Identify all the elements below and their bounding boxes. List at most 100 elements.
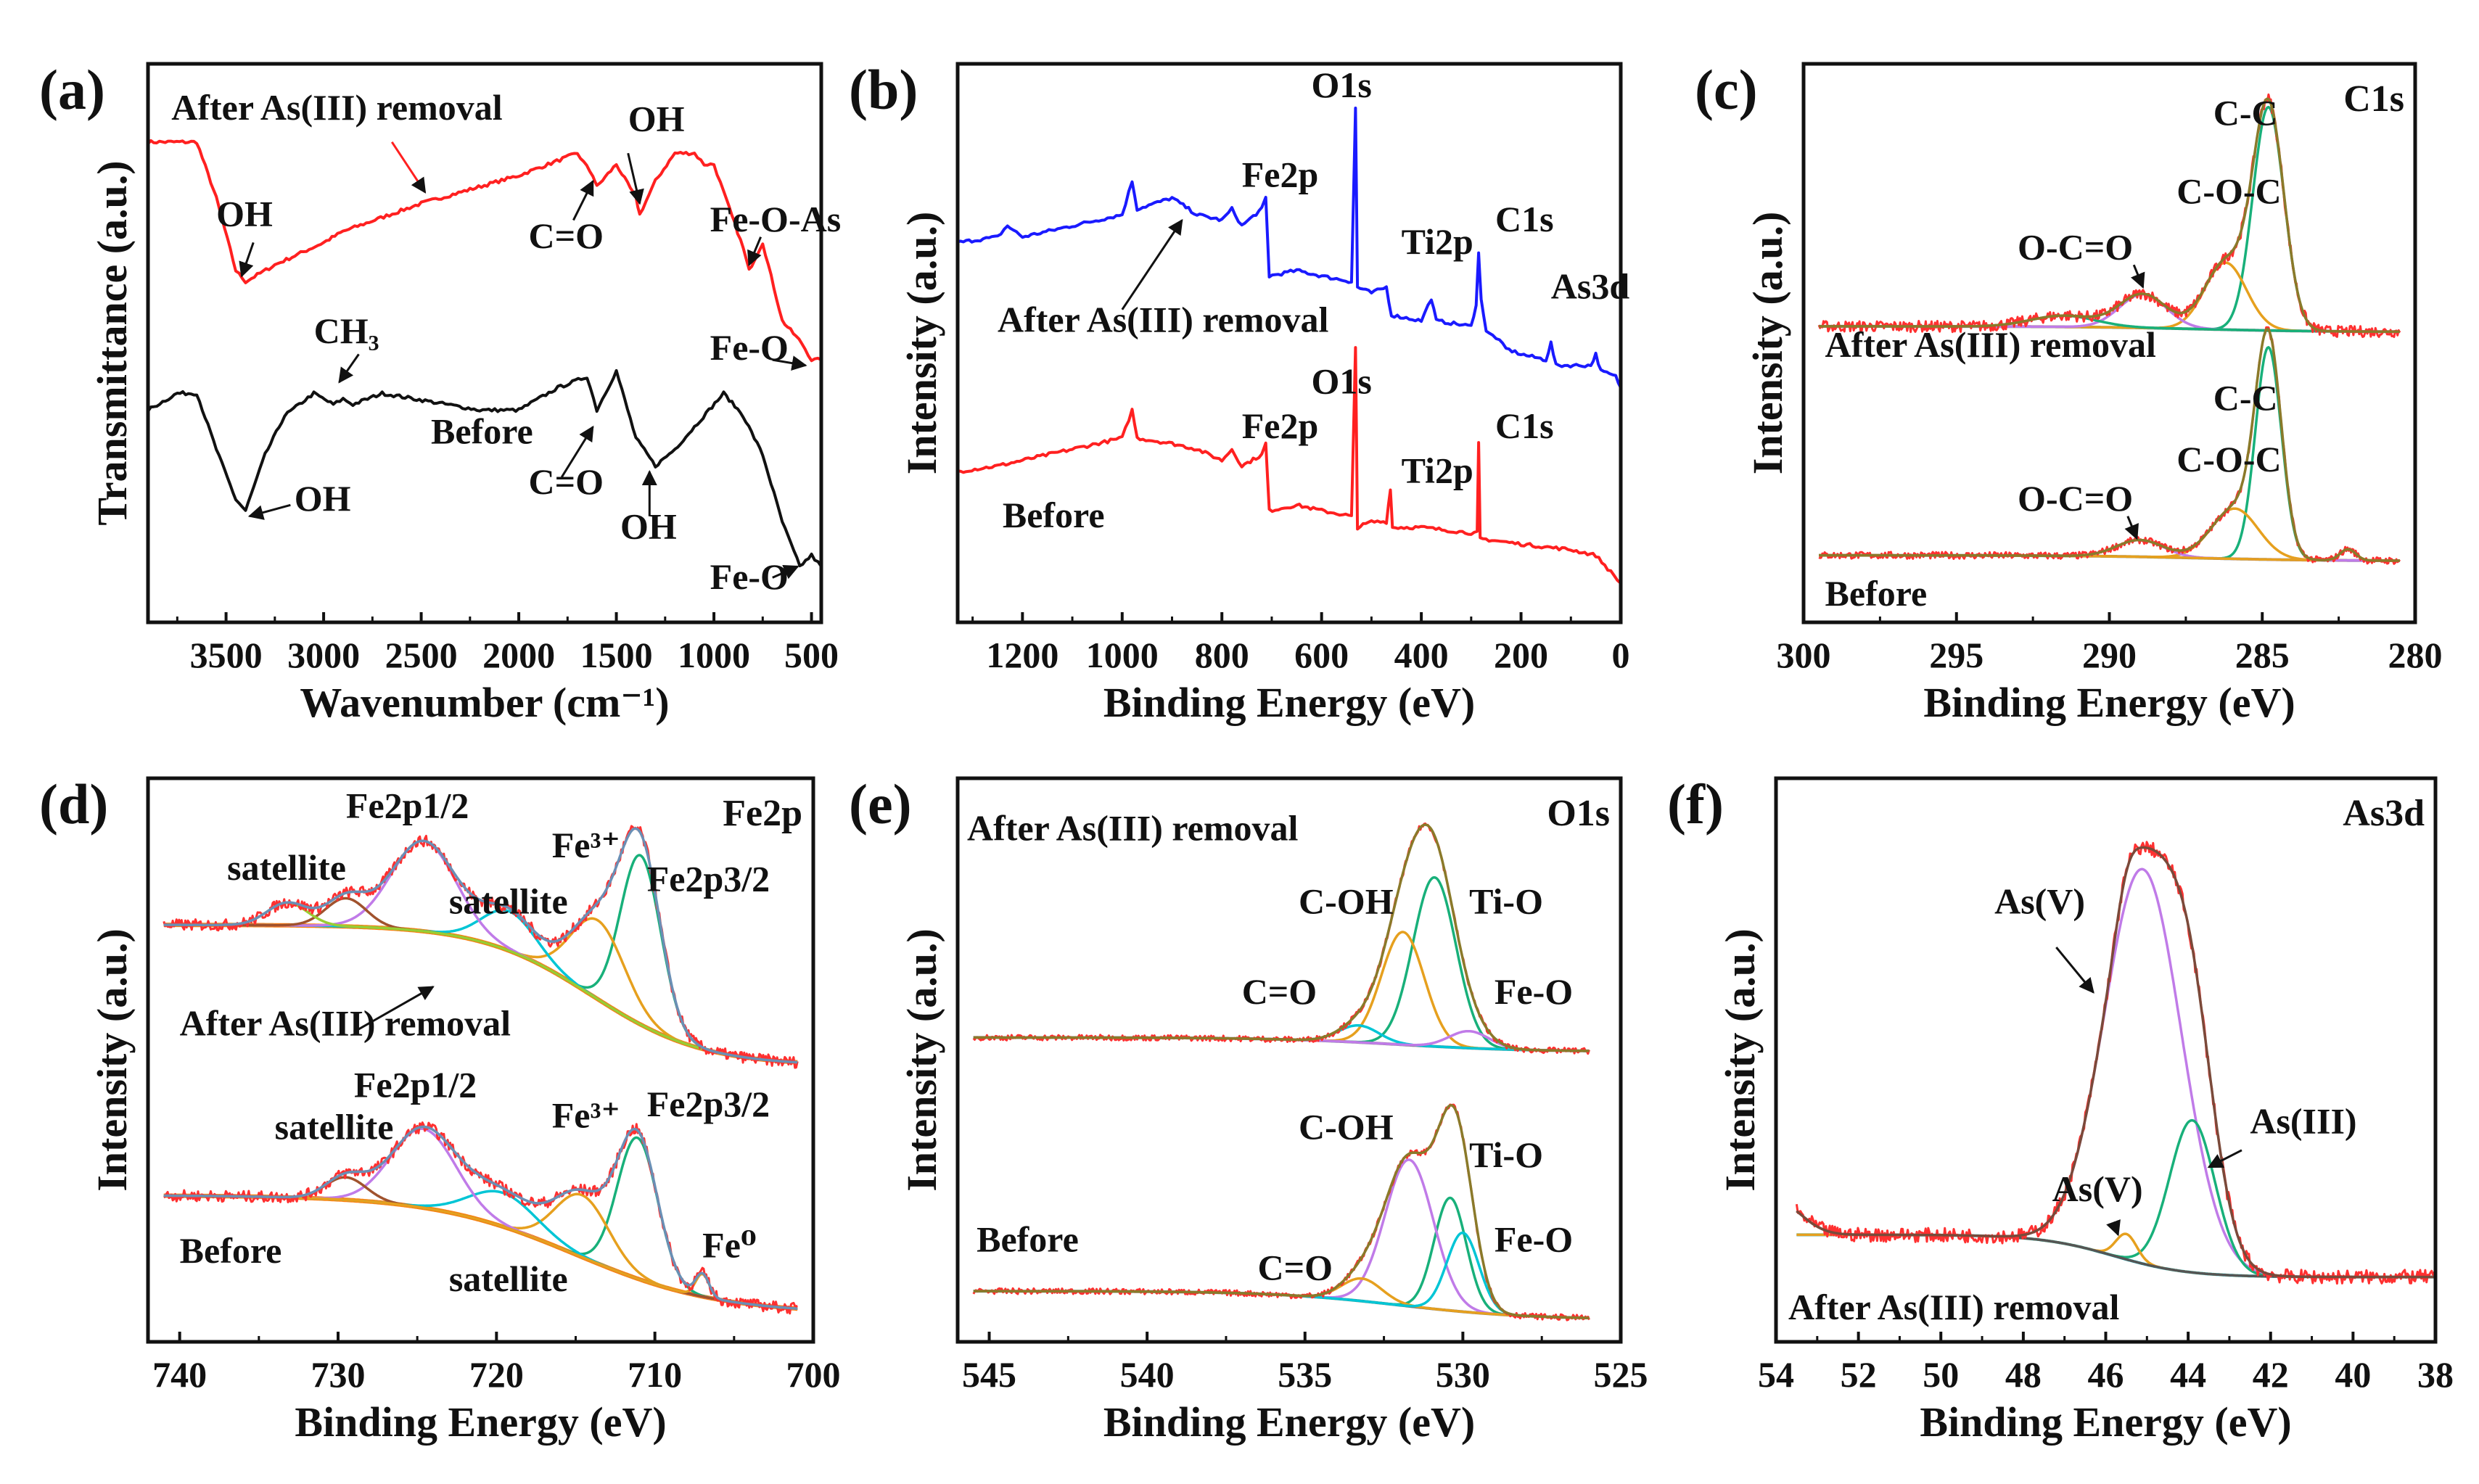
x-tick-label: 50 [1923,1354,1959,1395]
x-tick-label: 535 [1278,1354,1332,1395]
annotation-label: After As(III) removal [1788,1287,2120,1327]
annotation-label: Fe2p3/2 [647,858,770,899]
x-tick-label: 710 [628,1354,682,1395]
panel-c: 300 295 290 285 280 Binding Energy (eV) Intens… [1695,58,2443,726]
x-axis-label: Wavenumber (cm⁻¹) [300,679,669,726]
annotation-label: O1s [1311,360,1371,401]
annotation-label: C=O [529,461,604,502]
x-tick-label: 500 [784,635,839,675]
x-tick-label: 40 [2335,1354,2371,1395]
x-tick-label: 600 [1294,635,1349,675]
panel-label: (c) [1695,58,1758,121]
annotation-label: Before [1825,573,1928,614]
annotation-label: As(V) [1994,881,2085,921]
annotation-label: Fe-O [1495,971,1573,1012]
annotation-label: After As(III) removal [171,87,503,128]
annotation-label: After As(III) removal [998,300,1329,340]
annotation-label: C=O [529,215,604,256]
x-tick-label: 700 [786,1354,841,1395]
fitted-envelope [1818,327,2401,562]
x-tick-label: 525 [1594,1354,1648,1395]
x-tick-label: 2000 [482,635,555,675]
x-tick-label: 740 [152,1354,207,1395]
annotation-label: Fe2p3/2 [647,1084,770,1124]
x-tick-label: 1000 [678,635,750,675]
annotation-label: C-OH [1299,881,1394,921]
annotation-label: O-C=O [2018,478,2133,519]
y-axis-label: Intensity (a.u.) [1717,928,1764,1192]
annotation-arrow [560,425,594,478]
fitted-envelope [973,1104,1590,1319]
panel-label: (e) [849,772,912,836]
y-axis-label: Transmittance (a.u.) [89,160,136,525]
x-tick-label: 38 [2417,1354,2454,1395]
x-axis-label: Binding Energy (eV) [295,1398,666,1446]
panel-d: 740 730 720 710 700 Binding Energy (eV) Intens… [39,772,841,1446]
annotation-arrow [2055,947,2094,994]
annotation-label: Fe2p [1242,405,1319,446]
annotation-label: Fe-O [710,556,789,597]
x-tick-label: 1200 [986,635,1058,675]
x-tick-label: 300 [1777,635,1831,675]
panel-title: Fe2p [723,793,802,834]
annotation-label: satellite [227,847,346,888]
annotation-arrow [2207,1149,2242,1168]
annotation-label: C-OH [1299,1106,1394,1147]
x-tick-label: 290 [2082,635,2137,675]
annotation-arrow [772,355,807,371]
component-peak [1818,261,2401,334]
annotation-label: Before [180,1230,282,1271]
x-tick-label: 48 [2005,1354,2042,1395]
plot-area [1795,841,2435,1285]
x-tick-label: 295 [1929,635,1983,675]
annotation-arrow [390,141,427,194]
annotation-arrow [747,236,762,267]
annotation-arrow [2130,264,2145,289]
annotation-label: satellite [449,881,568,921]
annotation-label: OH [216,193,273,234]
annotation-label: OH [620,506,677,547]
panel-title: O1s [1547,793,1610,834]
series-line [148,139,821,363]
annotation-label: OH [628,98,685,139]
plot-area [163,825,799,1315]
plot-area [148,139,821,568]
annotation-arrow [2106,1219,2121,1237]
plot-area [972,823,1590,1322]
x-tick-label: 280 [2388,635,2443,675]
annotation-label: Ti-O [1469,1134,1543,1175]
annotation-label: C=O [1257,1248,1333,1288]
annotation-arrow [772,565,799,580]
annotation-label: Ti-O [1469,881,1543,921]
x-tick-label: 1500 [580,635,653,675]
x-tick-label: 54 [1758,1354,1794,1395]
panel-label: (d) [39,772,108,836]
x-tick-label: 545 [962,1354,1016,1395]
axes-frame [146,776,815,1344]
raw-spectrum [1795,841,2435,1285]
annotation-arrow [1121,218,1183,310]
raw-spectrum [972,823,1590,1055]
annotation-label: As(V) [2052,1168,2143,1209]
annotation-arrow [353,986,435,1033]
annotation-arrow [572,179,594,221]
annotation-label: C1s [1495,199,1554,239]
x-tick-label: 530 [1436,1354,1490,1395]
y-axis-label: Intensity (a.u.) [898,928,945,1192]
series-line [958,346,1621,585]
annotation-label: As(III) [2250,1101,2356,1142]
component-peak [1818,105,2401,334]
annotation-label: Before [1003,495,1105,535]
panel-b: 1200 1000 800 600 400 200 0 Binding Energy (eV)… [849,58,1630,726]
axes-frame [955,62,1623,624]
panel-label: (b) [849,58,918,121]
fitted-envelope [973,823,1590,1052]
panel-title: C1s [2343,78,2404,120]
annotation-label: Fe-O [710,327,789,368]
panel-title: As3d [2343,793,2425,834]
x-tick-label: 3000 [287,635,360,675]
annotation-label: Fe2p1/2 [346,785,469,825]
annotation-label: C-O-C [2176,439,2281,479]
